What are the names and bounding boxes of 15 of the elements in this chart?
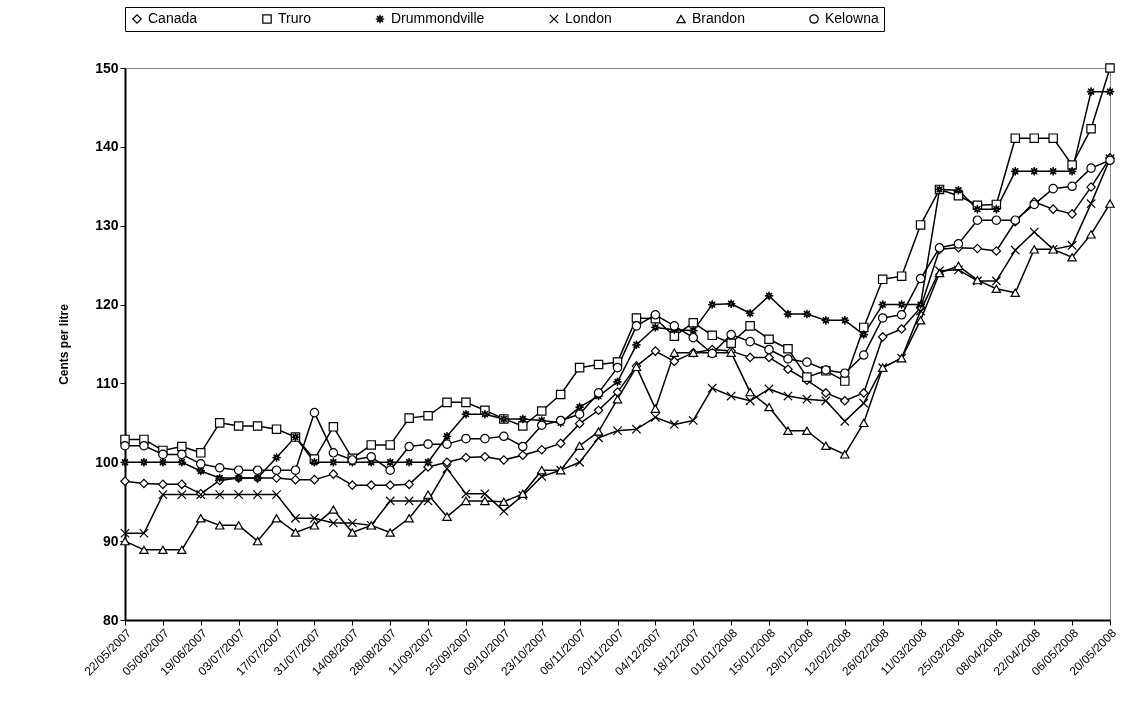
legend-label: Brandon <box>692 10 745 26</box>
y-tick-label: 150 <box>95 59 119 76</box>
y-tick-label: 140 <box>95 138 119 155</box>
legend-label: London <box>565 10 612 26</box>
y-tick-label: 130 <box>95 217 119 234</box>
y-tick-label: 100 <box>95 453 119 470</box>
y-tick-label: 120 <box>95 296 119 313</box>
y-axis-title: Cents per litre <box>57 303 72 385</box>
legend-label: Drummondville <box>391 10 485 26</box>
legend-label: Kelowna <box>825 10 879 26</box>
y-tick-label: 90 <box>102 532 119 549</box>
y-tick-label: 110 <box>95 374 119 391</box>
legend-label: Canada <box>148 10 198 26</box>
legend-label: Truro <box>278 10 312 26</box>
y-tick-label: 80 <box>102 611 119 628</box>
